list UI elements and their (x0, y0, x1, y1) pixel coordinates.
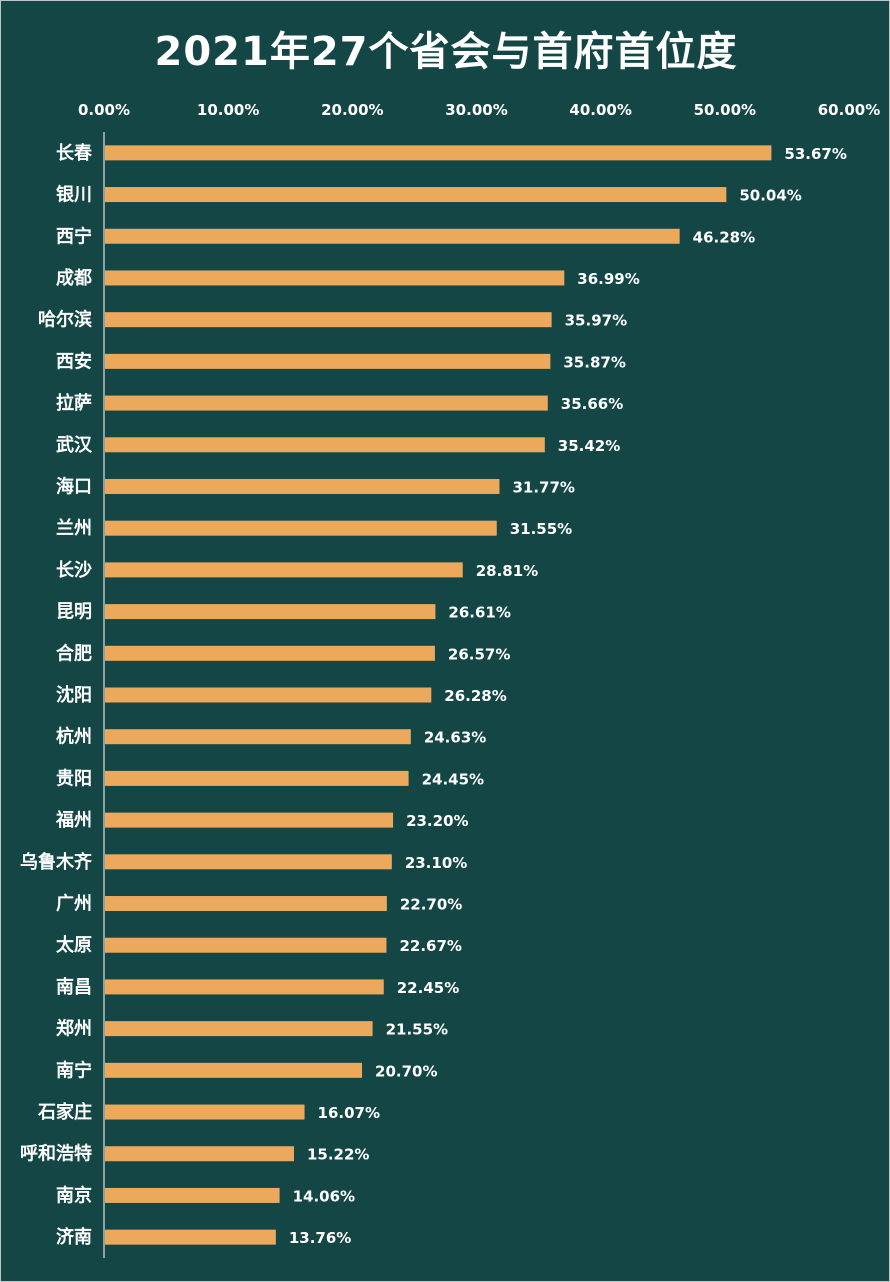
bar (105, 353, 551, 369)
category-label: 南昌 (56, 976, 92, 998)
category-label: 海口 (56, 475, 92, 497)
data-label: 21.55% (386, 1021, 448, 1039)
category-label: 石家庄 (37, 1101, 92, 1123)
bar (105, 729, 411, 745)
chart-title: 2021年27个省会与首府首位度 (154, 29, 738, 75)
data-label: 31.77% (512, 478, 574, 496)
data-label: 26.57% (448, 645, 510, 663)
category-label: 太原 (56, 934, 92, 956)
data-label: 23.10% (405, 854, 467, 872)
bar (105, 937, 387, 953)
category-label: 呼和浩特 (20, 1143, 92, 1165)
bar (105, 604, 436, 620)
x-tick-label: 10.00% (197, 101, 259, 119)
category-label: 银川 (56, 184, 92, 206)
data-label: 28.81% (476, 562, 538, 580)
category-label: 南京 (56, 1184, 92, 1206)
category-label: 拉萨 (56, 392, 92, 414)
category-label: 南宁 (56, 1059, 92, 1081)
category-label: 长春 (56, 142, 93, 164)
category-label: 成都 (56, 267, 92, 289)
category-label: 济南 (56, 1226, 92, 1248)
x-tick-label: 60.00% (818, 101, 880, 119)
data-label: 53.67% (784, 145, 846, 163)
x-tick-label: 30.00% (445, 101, 507, 119)
bar (105, 1229, 276, 1245)
bar (105, 270, 565, 286)
data-label: 35.42% (558, 437, 620, 455)
bar (105, 1104, 305, 1120)
data-label: 46.28% (693, 228, 755, 246)
bar (105, 228, 680, 244)
bar (105, 979, 384, 995)
data-label: 36.99% (577, 270, 639, 288)
bar (105, 562, 463, 578)
data-label: 14.06% (293, 1187, 355, 1205)
data-label: 16.07% (318, 1104, 380, 1122)
data-label: 26.28% (444, 687, 506, 705)
category-label: 哈尔滨 (38, 309, 92, 331)
category-label: 广州 (56, 893, 92, 915)
bar (105, 812, 394, 828)
x-tick-label: 50.00% (694, 101, 756, 119)
category-label: 杭州 (56, 726, 92, 748)
bar (105, 478, 500, 494)
bar (105, 520, 497, 536)
bar (105, 312, 552, 328)
category-label: 昆明 (56, 602, 92, 623)
x-tick-label: 40.00% (569, 101, 631, 119)
data-label: 22.67% (399, 937, 461, 955)
data-label: 35.97% (565, 312, 627, 330)
category-label: 乌鲁木齐 (20, 851, 93, 873)
category-label: 长沙 (56, 560, 92, 581)
bar (105, 687, 432, 703)
data-label: 24.63% (424, 729, 486, 747)
category-label: 武汉 (56, 435, 93, 456)
data-label: 20.70% (375, 1062, 437, 1080)
data-label: 22.70% (400, 896, 462, 914)
data-label: 23.20% (406, 812, 468, 830)
bar (105, 896, 387, 912)
bar (105, 1062, 363, 1078)
x-tick-label: 0.00% (78, 101, 130, 119)
data-label: 22.45% (397, 979, 459, 997)
bar (105, 437, 545, 453)
bar (105, 1021, 373, 1037)
category-label: 西安 (56, 350, 92, 372)
x-tick-label: 20.00% (321, 101, 383, 119)
category-label: 福州 (55, 809, 92, 831)
bar (105, 1187, 280, 1203)
data-label: 15.22% (307, 1146, 369, 1164)
data-label: 50.04% (739, 187, 801, 205)
bar (105, 854, 392, 870)
category-label: 西宁 (56, 225, 92, 247)
data-label: 26.61% (448, 604, 510, 622)
data-label: 13.76% (289, 1229, 351, 1247)
bar (105, 395, 548, 411)
data-label: 31.55% (510, 520, 572, 538)
bar (105, 187, 727, 203)
category-label: 沈阳 (56, 684, 92, 706)
category-label: 贵阳 (56, 768, 92, 789)
category-label: 兰州 (56, 517, 92, 539)
data-label: 35.87% (563, 353, 625, 371)
bar (105, 1146, 294, 1162)
category-label: 郑州 (56, 1018, 92, 1040)
bar (105, 770, 409, 786)
bar (105, 645, 435, 661)
data-label: 24.45% (422, 770, 484, 788)
data-label: 35.66% (561, 395, 623, 413)
bar (105, 145, 772, 161)
category-label: 合肥 (56, 642, 92, 664)
